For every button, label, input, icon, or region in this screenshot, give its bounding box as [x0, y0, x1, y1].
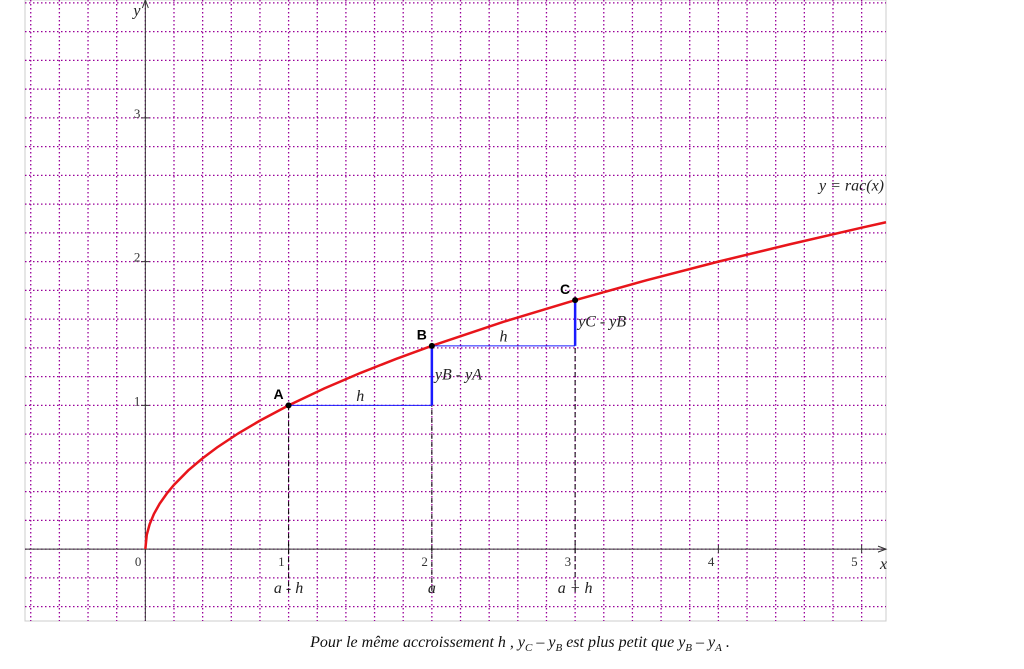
marker-label: a + h: [558, 580, 593, 597]
h-label: h: [356, 388, 364, 405]
caption-sub: B: [685, 642, 693, 655]
curve: [144, 221, 887, 550]
legend-label: y = rac(x): [817, 178, 884, 195]
x-tick-label: 1: [278, 554, 285, 569]
point: [428, 342, 435, 349]
caption-sub: A: [715, 642, 722, 655]
caption-sub: C: [525, 642, 533, 655]
x-axis-arrow: [877, 545, 888, 553]
caption-sub: B: [555, 642, 563, 655]
point-label: A: [273, 386, 283, 402]
point: [285, 402, 292, 409]
caption-text: – y: [532, 634, 556, 651]
caption-text: est plus petit que y: [562, 634, 686, 651]
x-tick-label: 2: [421, 554, 428, 569]
x-tick-label: 5: [851, 554, 858, 569]
y-tick-label: 1: [134, 393, 141, 408]
caption-text: – y: [692, 634, 716, 651]
y-tick-label: 2: [134, 250, 141, 265]
x-tick-label: 0: [135, 554, 142, 569]
y-axis-label: y: [131, 3, 141, 20]
point-label: C: [560, 281, 570, 297]
x-tick-label: 3: [565, 554, 572, 569]
point-label: B: [417, 327, 427, 343]
y-tick-label: 3: [134, 106, 141, 121]
plot-area: [24, 0, 887, 622]
h-label: h: [499, 329, 507, 346]
point: [572, 297, 579, 304]
x-axis-label: x: [879, 556, 887, 573]
marker-label: a - h: [274, 580, 303, 597]
marker-label: a: [428, 580, 436, 597]
caption-text: .: [721, 634, 730, 651]
x-tick-label: 4: [708, 554, 715, 569]
diff-label: yC - yB: [576, 314, 626, 331]
diff-label: yB - yA: [433, 366, 482, 383]
y-axis-arrow: [141, 0, 149, 9]
caption-text: Pour le même accroissement h , y: [310, 634, 526, 651]
caption: Pour le même accroissement h , yC – yB e…: [0, 634, 1024, 654]
